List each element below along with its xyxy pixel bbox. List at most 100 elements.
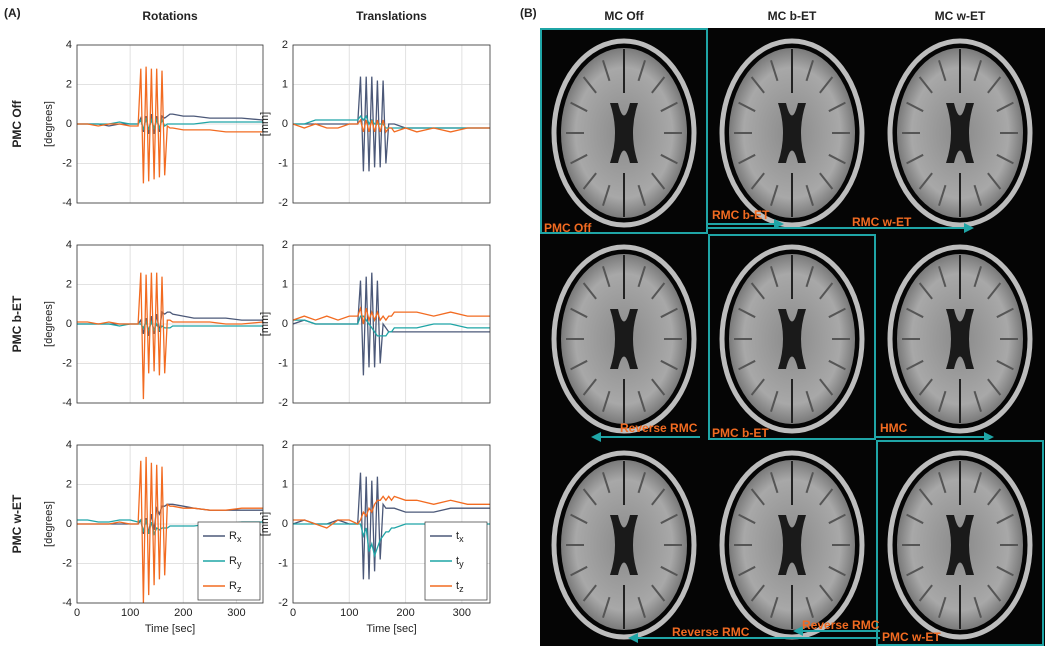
y-tick-label: 0 [66,118,72,130]
sulcus [637,596,646,619]
sulcus [738,513,756,525]
sulcus [938,471,947,494]
sulcus [819,584,834,602]
plot-lines [77,66,263,184]
sulcus [570,565,588,577]
skull [887,38,1033,228]
sulcus [750,282,765,300]
sulcus [805,596,814,619]
skull [719,244,865,434]
x-tick-label: 300 [453,607,471,619]
sulcus [570,307,588,319]
legend-label: tz [456,580,464,594]
series-line [293,523,490,558]
skull [551,244,697,434]
sulcus [938,184,947,207]
brain-image [551,244,697,434]
sulcus [651,172,666,190]
sulcus [906,153,924,165]
plot-lines [293,272,490,376]
sulcus [996,101,1014,113]
sulcus [660,513,678,525]
y-axis-label: [degrees] [43,101,55,147]
ventricles [946,515,974,575]
sulcus [660,101,678,113]
sulcus [651,378,666,396]
series-line [293,472,490,580]
sulcus [637,59,646,82]
y-tick-label: 4 [66,39,72,51]
y-tick-label: 0 [66,318,72,330]
sulcus [938,390,947,413]
sulcus [738,153,756,165]
x-tick-label: 100 [340,607,358,619]
sulcus [987,282,1002,300]
y-tick-label: -1 [278,557,288,569]
x-tick-label: 0 [290,607,296,619]
sulcus [602,471,611,494]
series-line [293,495,490,529]
sulcus [918,378,933,396]
ventricles [610,309,638,369]
x-axis-label: Time [sec] [366,623,416,635]
y-tick-label: 2 [282,439,288,451]
sulcus [738,101,756,113]
y-tick-label: -2 [62,157,72,169]
skull [887,244,1033,434]
sulcus [918,282,933,300]
axes-box [76,444,264,604]
y-tick-label: 1 [282,78,288,90]
skull [551,38,697,228]
sulcus [819,76,834,94]
series-line [293,118,490,134]
y-tick-label: 2 [66,78,72,90]
legend-label: tx [456,530,464,544]
sulcus [996,359,1014,371]
sulcus [987,378,1002,396]
highlight-box [540,28,708,234]
x-tick-label: 300 [227,607,245,619]
x-axis-label: Time [sec] [145,623,195,635]
sulcus [570,153,588,165]
sulcus [938,59,947,82]
brain-image [887,38,1033,228]
ventricles [610,103,638,163]
sulcus [602,59,611,82]
sulcus [828,359,846,371]
sulcus [805,265,814,288]
sulcus [828,307,846,319]
ventricles [946,103,974,163]
y-tick-label: -2 [62,357,72,369]
sulcus [738,565,756,577]
sulcus [570,513,588,525]
sulcus [918,172,933,190]
sulcus [660,359,678,371]
skull [887,450,1033,640]
y-tick-label: -2 [278,197,288,209]
plot-lines [293,76,490,172]
legend-label: ty [456,555,464,569]
sulcus [906,565,924,577]
line-chart: -2 -1 0 1 2 [mm] [259,239,491,409]
sulcus [602,596,611,619]
image-annotation: Reverse RMC [802,618,880,632]
y-axis-label: [degrees] [43,301,55,347]
sulcus [996,513,1014,525]
sulcus [660,565,678,577]
ventricles [778,103,806,163]
panel-label: (A) [4,6,21,20]
line-chart: -4 -2 0 2 4 [degrees] [43,239,264,409]
sulcus [819,172,834,190]
brain-image [719,38,865,228]
sulcus [828,101,846,113]
sulcus [987,488,1002,506]
ventricles [610,515,638,575]
image-annotation: PMC Off [544,221,592,235]
sulcus [973,265,982,288]
line-chart: -4 -2 0 2 4 0 100 200 300 [degrees] Time [sec] Rx Ry… [43,439,264,635]
sulcus [906,307,924,319]
legend-label: Rx [229,530,242,544]
sulcus [582,282,597,300]
sulcus [996,307,1014,319]
